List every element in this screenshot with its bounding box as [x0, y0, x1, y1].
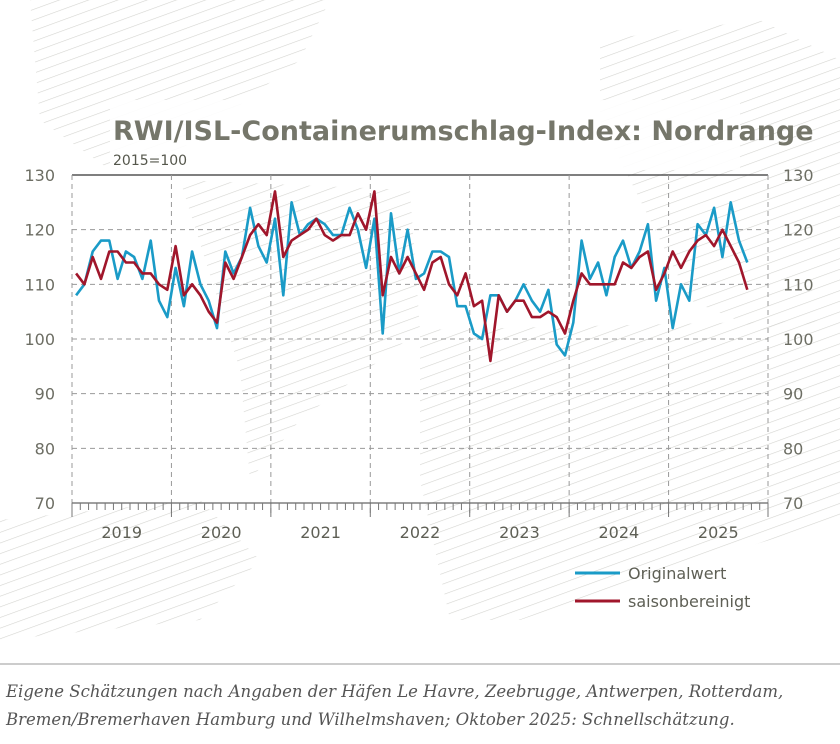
y-tick-label-left: 100 [24, 330, 55, 349]
chart-subtitle: 2015=100 [113, 153, 187, 169]
y-tick-label-left: 80 [35, 439, 55, 458]
series-line-originalwert [75, 201, 749, 357]
x-tick-label: 2024 [598, 523, 639, 542]
x-tick-label: 2021 [300, 523, 341, 542]
legend-label-seasonal: saisonbereinigt [628, 592, 750, 611]
y-tick-label-left: 90 [35, 385, 55, 404]
y-tick-label-left: 110 [24, 275, 55, 294]
y-tick-label-right: 120 [783, 221, 814, 240]
footnote-line-1: Eigene Schätzungen nach Angaben der Häfe… [6, 682, 784, 701]
background-map [0, 0, 840, 640]
y-tick-label-right: 110 [783, 275, 814, 294]
y-tick-label-left: 70 [35, 494, 55, 513]
y-tick-label-right: 100 [783, 330, 814, 349]
y-tick-label-right: 130 [783, 166, 814, 185]
series-line-saisonbereinigt [75, 190, 749, 363]
chart-title: RWI/ISL-Containerumschlag-Index: Nordran… [113, 116, 814, 147]
footnote: Eigene Schätzungen nach Angaben der Häfe… [6, 678, 836, 734]
footnote-line-2: Bremen/Bremerhaven Hamburg und Wilhelmsh… [6, 710, 735, 729]
legend: Originalwert saisonbereinigt [575, 564, 750, 611]
x-tick-label: 2022 [400, 523, 441, 542]
y-tick-label-right: 80 [783, 439, 803, 458]
x-tick-label: 2020 [201, 523, 242, 542]
x-tick-label: 2025 [698, 523, 739, 542]
legend-label-original: Originalwert [628, 564, 726, 583]
y-tick-label-right: 90 [783, 385, 803, 404]
y-tick-label-left: 120 [24, 221, 55, 240]
y-tick-label-right: 70 [783, 494, 803, 513]
x-tick-label: 2019 [101, 523, 142, 542]
y-tick-label-left: 130 [24, 166, 55, 185]
x-tick-label: 2023 [499, 523, 540, 542]
